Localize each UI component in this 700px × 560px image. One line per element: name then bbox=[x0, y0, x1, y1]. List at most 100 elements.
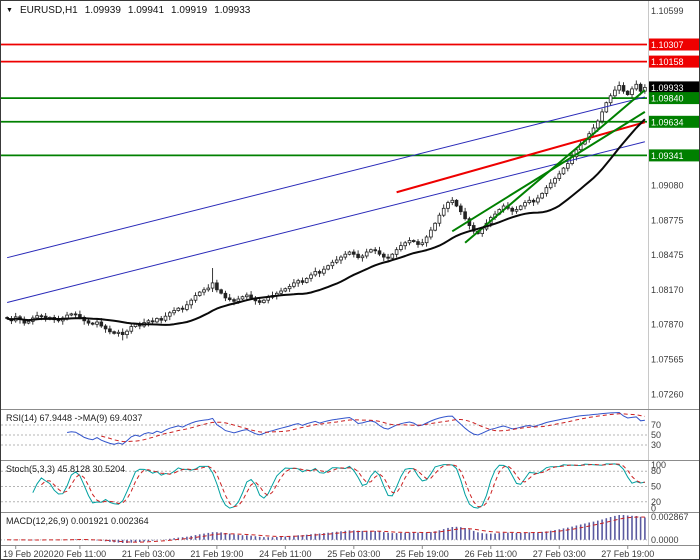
candle-body bbox=[26, 320, 31, 324]
candle-body bbox=[279, 290, 283, 294]
candle-body bbox=[35, 315, 39, 319]
candle-body bbox=[73, 313, 78, 316]
stoch-k-line bbox=[32, 463, 646, 509]
candle-body bbox=[300, 280, 305, 283]
price-badge bbox=[649, 149, 699, 162]
macd-signal-line bbox=[7, 516, 645, 543]
candle-body bbox=[112, 331, 116, 334]
candle-body bbox=[540, 192, 544, 199]
candle-body bbox=[125, 330, 129, 336]
price-tick-label: 1.07870 bbox=[651, 319, 684, 329]
candle-body bbox=[86, 320, 91, 324]
channel-trendline bbox=[7, 141, 645, 303]
candle-body bbox=[553, 178, 557, 184]
candle-body bbox=[454, 199, 459, 207]
moving-average-line bbox=[6, 118, 646, 326]
candle-body bbox=[407, 240, 412, 244]
candle-body bbox=[343, 253, 348, 258]
candle-body bbox=[403, 242, 407, 247]
candle-body bbox=[283, 288, 288, 292]
stoch-axis-label: 80 bbox=[651, 466, 661, 476]
quote-open: 1.09939 bbox=[84, 5, 121, 16]
time-tick-label: 27 Feb 19:00 bbox=[601, 549, 654, 559]
price-tick-label: 1.07260 bbox=[651, 389, 684, 399]
quote-low: 1.09919 bbox=[171, 5, 208, 16]
candle-body bbox=[197, 291, 202, 296]
candle-body bbox=[381, 253, 386, 258]
time-tick-label: 27 Feb 03:00 bbox=[533, 549, 586, 559]
chart-dropdown-icon[interactable]: ▼ bbox=[6, 6, 13, 14]
candle-body bbox=[441, 207, 446, 216]
time-tick-label: 19 Feb 2020 bbox=[3, 549, 54, 559]
candle-body bbox=[548, 182, 553, 189]
macd-panel[interactable]: 0.002867 0.0000 bbox=[1, 512, 689, 545]
stoch-d-line bbox=[41, 463, 645, 508]
candle-body bbox=[232, 299, 236, 302]
rsi-signal-line bbox=[101, 413, 645, 443]
resistance-trendline bbox=[396, 121, 646, 194]
price-tick-label: 1.08775 bbox=[651, 215, 684, 225]
candle-body bbox=[471, 225, 476, 232]
candle-body bbox=[99, 321, 104, 327]
time-tick-label: 24 Feb 11:00 bbox=[259, 549, 311, 559]
price-tick-label: 1.08170 bbox=[651, 285, 684, 295]
candle-body bbox=[386, 256, 390, 259]
candle-body bbox=[411, 240, 416, 243]
price-badge bbox=[649, 92, 699, 105]
candle-body bbox=[189, 299, 194, 306]
candle-body bbox=[416, 241, 420, 245]
time-tick-label: 26 Feb 11:00 bbox=[465, 549, 517, 559]
candle-body bbox=[146, 320, 151, 323]
price-badge bbox=[649, 38, 699, 51]
price-badge-label: 1.09341 bbox=[651, 151, 684, 161]
candle-body bbox=[95, 321, 99, 325]
candle-body bbox=[309, 274, 313, 279]
candle-body bbox=[518, 205, 523, 210]
candle-body bbox=[429, 229, 433, 238]
candle-body bbox=[257, 300, 262, 303]
channel-trendline bbox=[7, 96, 645, 259]
candle-body bbox=[463, 211, 467, 220]
candle-body bbox=[215, 282, 219, 291]
candle-body bbox=[292, 282, 296, 287]
price-axis[interactable]: 1.10599 1.09080 1.08775 1.08475 1.08170 1.078… bbox=[648, 1, 700, 546]
candle-body bbox=[437, 214, 442, 224]
time-tick-label: 20 Feb 11:00 bbox=[54, 549, 106, 559]
rsi-line bbox=[67, 411, 645, 445]
candle-body bbox=[544, 187, 549, 194]
rsi-axis-label: 30 bbox=[651, 440, 661, 450]
symbol-info-bar: ▼ EURUSD,H1 1.09939 1.09941 1.09919 1.09… bbox=[6, 5, 250, 16]
stoch-axis-label: 100 bbox=[651, 460, 666, 470]
macd-axis-label: 0.0000 bbox=[651, 535, 679, 545]
candle-body bbox=[287, 285, 292, 290]
macd-indicator-label: MACD(12,26,9) 0.001921 0.002364 bbox=[6, 516, 149, 526]
candle-body bbox=[322, 268, 326, 274]
candle-body bbox=[330, 261, 335, 267]
candle-body bbox=[566, 163, 570, 169]
stoch-axis-label: 20 bbox=[651, 497, 661, 507]
candle-body bbox=[433, 222, 437, 231]
quote-high: 1.09941 bbox=[127, 5, 165, 16]
main-price-panel[interactable] bbox=[1, 43, 647, 341]
price-badge-label: 1.09840 bbox=[651, 94, 684, 104]
candle-body bbox=[399, 245, 403, 251]
candle-body bbox=[262, 299, 266, 303]
candle-body bbox=[172, 310, 176, 314]
candle-body bbox=[116, 331, 121, 334]
candle-body bbox=[159, 318, 164, 321]
candle-body bbox=[621, 85, 626, 92]
candle-body bbox=[296, 280, 300, 284]
candle-body bbox=[223, 292, 228, 299]
candle-body bbox=[634, 83, 639, 90]
time-tick-label: 25 Feb 03:00 bbox=[327, 549, 380, 559]
candle-body bbox=[420, 242, 425, 245]
candle-body bbox=[304, 277, 309, 283]
candle-body bbox=[78, 314, 82, 318]
time-axis[interactable]: 19 Feb 2020 20 Feb 11:00 21 Feb 03:00 21 Fe… bbox=[3, 546, 654, 559]
candle-body bbox=[185, 304, 189, 310]
candle-body bbox=[180, 307, 185, 310]
